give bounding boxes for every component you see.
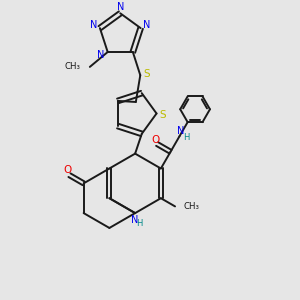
Text: CH₃: CH₃	[183, 202, 200, 211]
Text: N: N	[143, 20, 151, 30]
Text: N: N	[117, 2, 124, 12]
Text: O: O	[64, 165, 72, 175]
Text: N: N	[90, 20, 97, 30]
Text: H: H	[183, 133, 189, 142]
Text: H: H	[136, 219, 142, 228]
Text: CH₃: CH₃	[64, 62, 80, 71]
Text: N: N	[98, 50, 105, 60]
Text: N: N	[177, 126, 184, 136]
Text: S: S	[160, 110, 166, 120]
Text: N: N	[131, 214, 138, 225]
Text: O: O	[152, 135, 160, 145]
Text: S: S	[143, 69, 149, 79]
